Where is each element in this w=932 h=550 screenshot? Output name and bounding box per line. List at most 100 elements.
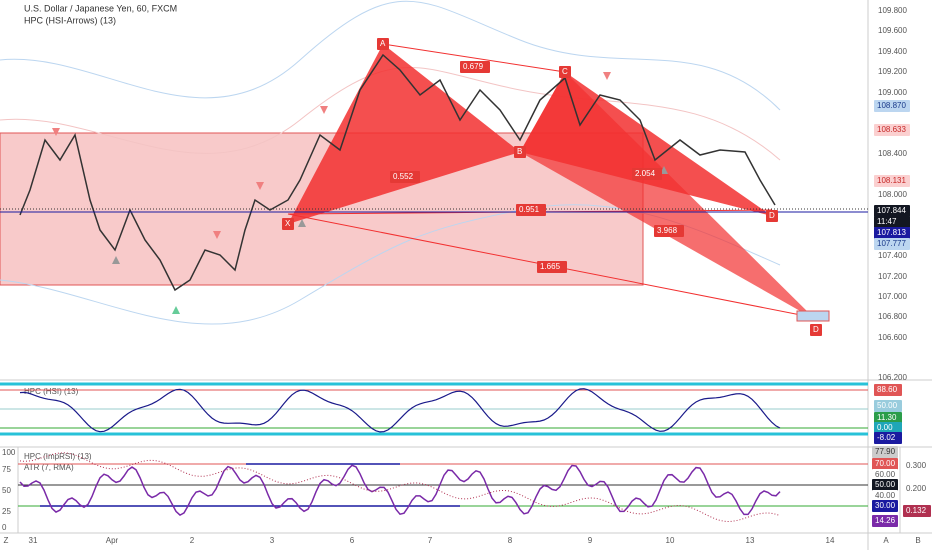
- oscillator-tag: 50.00: [875, 480, 896, 489]
- price-tick: 107.400: [878, 251, 907, 260]
- price-tick: 106.200: [878, 373, 907, 382]
- down-arrow: [213, 231, 221, 239]
- oscillator-tag-bg: [872, 469, 898, 481]
- ratio-label: 2.054: [635, 169, 656, 178]
- oscillator-tag: 30.00: [875, 501, 896, 510]
- rsi-tag-bg: [874, 384, 902, 396]
- rsi-tag: 11.30: [877, 413, 897, 422]
- target-box: [796, 310, 830, 322]
- time-label: 7: [428, 536, 433, 545]
- indicator-title: HPC (HSI-Arrows) (13): [24, 15, 116, 25]
- down-arrow: [320, 106, 328, 114]
- price-tag-bg: [874, 175, 910, 187]
- panel-title: HPC (ImpRSI) (13): [24, 452, 92, 461]
- point-label-bg: [766, 210, 778, 222]
- rsi-tag: -8.02: [877, 433, 896, 442]
- oscillator-tag-bg: [872, 458, 898, 470]
- pattern-triangle: [288, 44, 520, 224]
- rsi-tag-bg: [874, 400, 902, 412]
- ratio-label-bg: [632, 168, 662, 180]
- pattern-triangle: [520, 72, 816, 320]
- price-tick: 109.400: [878, 47, 907, 56]
- up-arrow: [172, 306, 180, 314]
- point-label: A: [380, 39, 386, 48]
- price-tag-bg: [874, 124, 910, 136]
- ratio-label: 0.552: [393, 172, 414, 181]
- price-tag: 107.777: [877, 239, 906, 248]
- price-tag: 108.870: [877, 101, 906, 110]
- price-tick: 106.600: [878, 333, 907, 342]
- right-tick: 0.300: [906, 461, 927, 470]
- ratio-label: 3.968: [657, 226, 678, 235]
- panel-title: ATR (7, RMA): [24, 463, 74, 472]
- price-tag-bg: [874, 216, 910, 228]
- rsi-tag-bg: [874, 412, 902, 424]
- rsi-tag: 0.00: [877, 423, 893, 432]
- ratio-label: 1.665: [540, 262, 561, 271]
- price-tick: 108.400: [878, 149, 907, 158]
- ratio-label: 0.951: [519, 205, 540, 214]
- point-label: X: [285, 219, 291, 228]
- down-arrow: [256, 182, 264, 190]
- oscillator-tag-bg: [872, 500, 898, 512]
- left-tick: 0: [2, 523, 7, 532]
- pattern-line: [382, 43, 566, 73]
- point-label: D: [813, 325, 819, 334]
- panel-title: HPC (HSI) (13): [24, 387, 79, 396]
- ratio-label-bg: [460, 61, 490, 73]
- price-tick: 109.800: [878, 6, 907, 15]
- point-label: C: [562, 67, 568, 76]
- price-tick: 108.000: [878, 190, 907, 199]
- corner-label: Z: [4, 536, 9, 545]
- oscillator-tag-bg: [872, 446, 898, 458]
- chart-title: U.S. Dollar / Japanese Yen, 60, FXCM: [24, 3, 177, 13]
- point-label-bg: [810, 324, 822, 336]
- price-tag-bg: [874, 227, 910, 239]
- point-label: D: [769, 211, 775, 220]
- ratio-label: 0.679: [463, 62, 484, 71]
- time-label: 10: [666, 536, 675, 545]
- price-tag: 107.813: [877, 228, 906, 237]
- oscillator: [19, 464, 781, 517]
- oscillator-tag: 14.26: [875, 516, 896, 525]
- price-tag-bg: [874, 205, 910, 217]
- left-tick: 25: [2, 507, 11, 516]
- oscillator-tag: 77.90: [875, 447, 896, 456]
- point-label-bg: [559, 66, 571, 78]
- price-tick: 107.200: [878, 272, 907, 281]
- corner-label: B: [915, 536, 920, 545]
- time-label: 14: [826, 536, 835, 545]
- point-label-bg: [514, 146, 526, 158]
- price-tick: 107.000: [878, 292, 907, 301]
- oscillator-tag-bg: [872, 515, 898, 527]
- oscillator: [19, 388, 781, 433]
- ratio-label-bg: [516, 204, 546, 216]
- oscillator-tag-bg: [872, 490, 898, 502]
- price-tag-bg: [874, 238, 910, 250]
- time-label: 6: [350, 536, 355, 545]
- time-label: Apr: [106, 536, 119, 545]
- right-tick: 0.200: [906, 484, 927, 493]
- price-tick: 109.000: [878, 88, 907, 97]
- time-label: 9: [588, 536, 593, 545]
- rsi-tag: 88.60: [877, 385, 898, 394]
- down-arrow: [603, 72, 611, 80]
- oscillator-tag-bg: [872, 479, 898, 491]
- up-arrow: [112, 256, 120, 264]
- arrows: [52, 72, 668, 314]
- atr-tag: 0.132: [906, 506, 927, 515]
- price-tick: 109.200: [878, 67, 907, 76]
- ratio-label-bg: [654, 225, 684, 237]
- corner-label: A: [883, 536, 889, 545]
- atr-tag-bg: [903, 505, 931, 517]
- down-arrow: [52, 128, 60, 136]
- time-label: 13: [746, 536, 755, 545]
- up-arrow: [298, 219, 306, 227]
- point-label: B: [517, 147, 522, 156]
- point-label-bg: [377, 38, 389, 50]
- price-tag: 108.633: [877, 125, 906, 134]
- left-tick: 100: [2, 448, 16, 457]
- price-tick: 106.800: [878, 312, 907, 321]
- time-label: 8: [508, 536, 513, 545]
